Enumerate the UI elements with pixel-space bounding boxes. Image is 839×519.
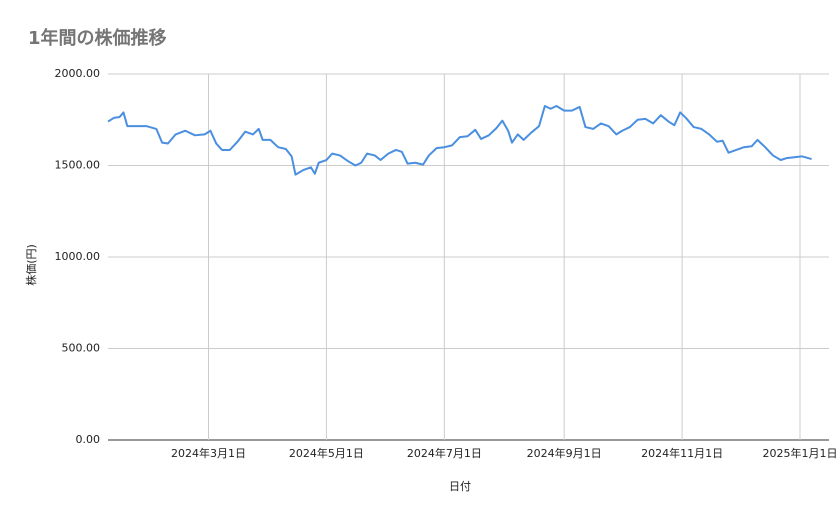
x-tick-label: 2024年5月1日 [289, 446, 364, 460]
x-axis-label: 日付 [449, 480, 471, 493]
x-tick-label: 2024年3月1日 [171, 446, 246, 460]
y-axis-label: 株価(円) [24, 244, 38, 286]
y-tick-label: 2000.00 [55, 67, 101, 80]
y-tick-label: 500.00 [62, 342, 101, 355]
chart-title: 1年間の株価推移 [28, 27, 167, 49]
x-tick-label: 2024年7月1日 [407, 446, 482, 460]
x-tick-label: 2025年1月1日 [763, 446, 838, 460]
y-tick-label: 1000.00 [55, 250, 101, 263]
x-tick-label: 2024年11月1日 [641, 446, 723, 460]
y-tick-label: 1500.00 [55, 159, 101, 172]
x-tick-label: 2024年9月1日 [527, 446, 602, 460]
line-series [107, 105, 812, 176]
y-tick-label: 0.00 [76, 433, 101, 446]
